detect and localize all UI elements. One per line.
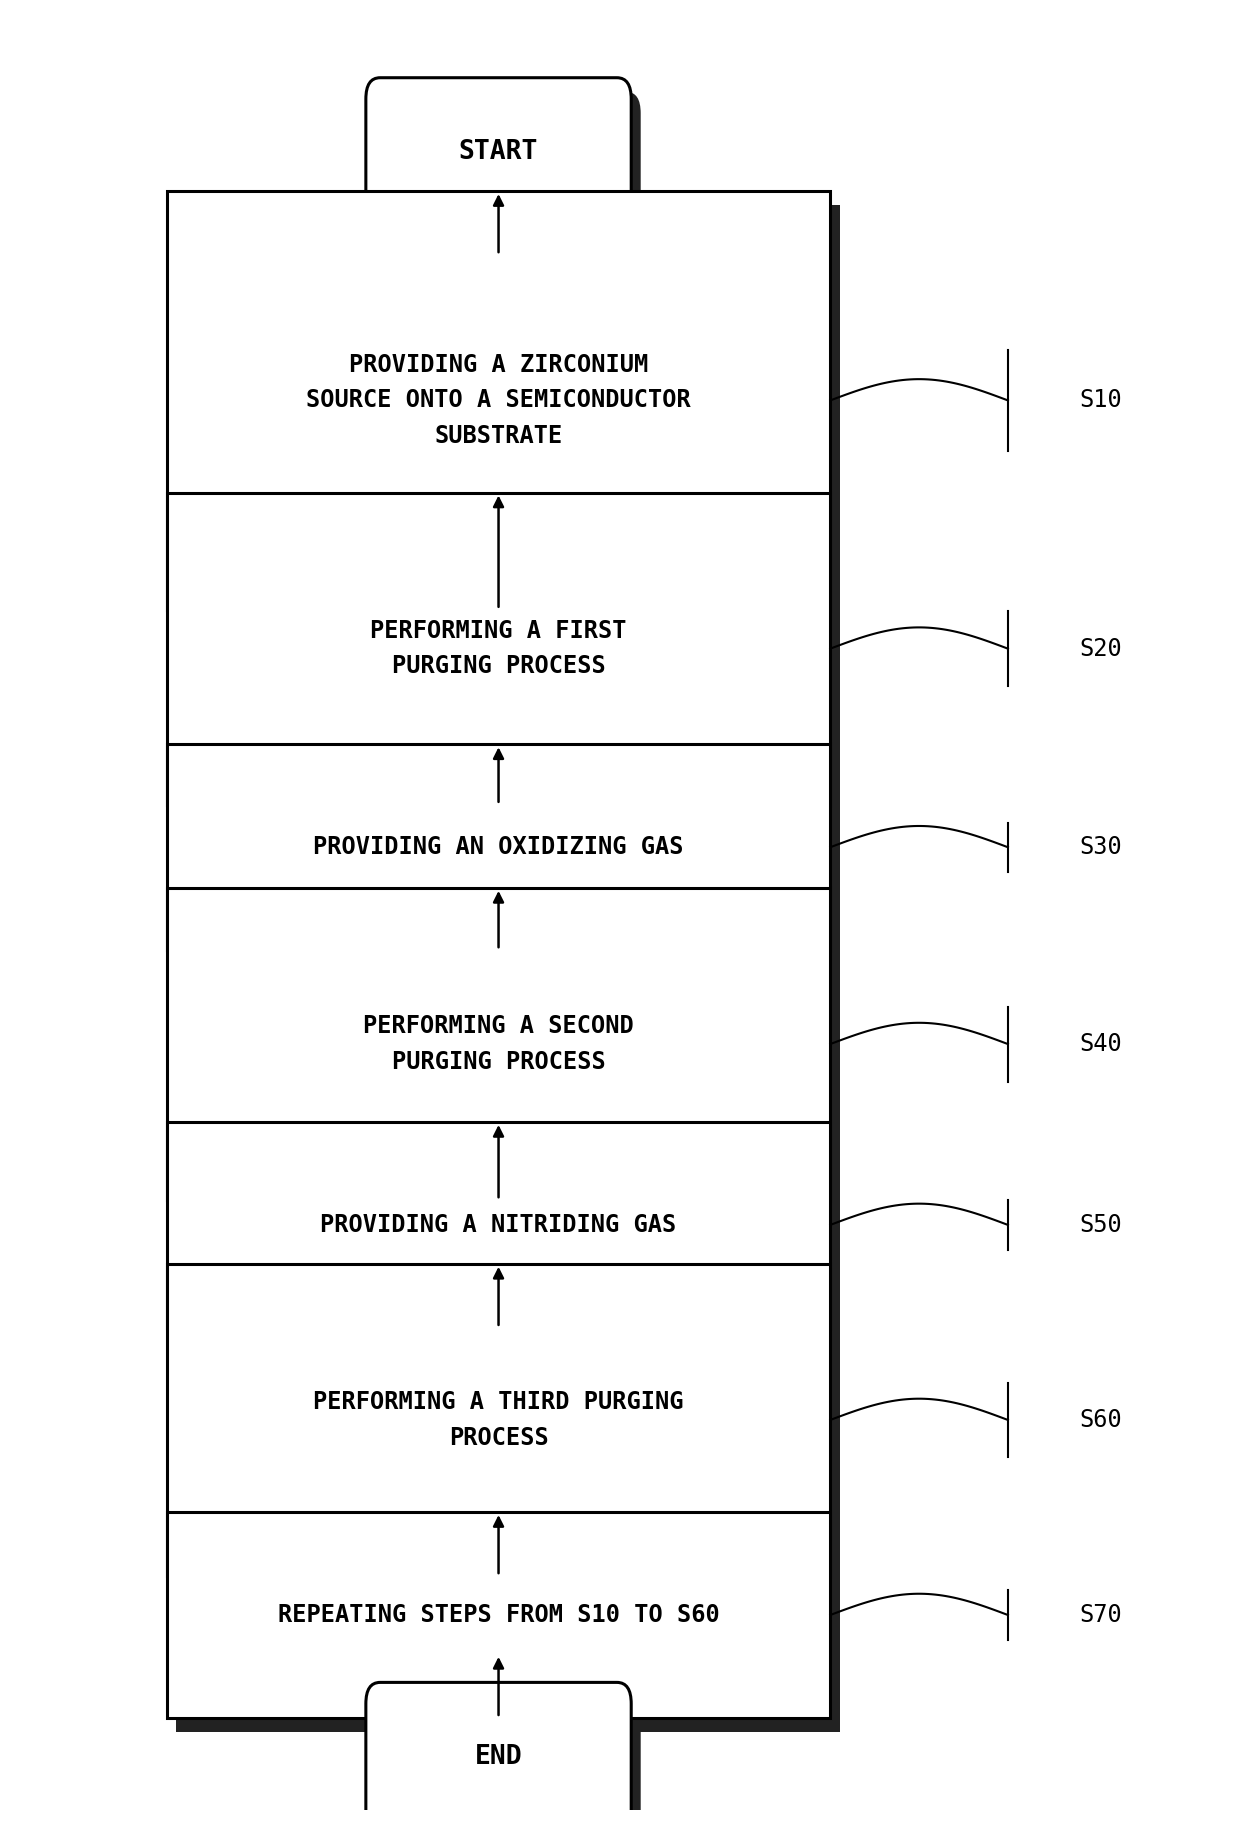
Text: S20: S20 — [1079, 637, 1122, 661]
Bar — [176, 506, 839, 818]
Text: S10: S10 — [1079, 388, 1122, 412]
Text: S30: S30 — [1079, 835, 1122, 859]
Text: S60: S60 — [1079, 1407, 1122, 1431]
FancyBboxPatch shape — [365, 1683, 632, 1832]
Text: START: START — [459, 139, 538, 164]
Text: PERFORMING A SECOND
PURGING PROCESS: PERFORMING A SECOND PURGING PROCESS — [363, 1014, 634, 1073]
FancyBboxPatch shape — [375, 1697, 640, 1845]
Bar — [167, 888, 830, 1201]
Text: S40: S40 — [1079, 1032, 1122, 1056]
Text: PROVIDING A NITRIDING GAS: PROVIDING A NITRIDING GAS — [321, 1213, 676, 1237]
Text: REPEATING STEPS FROM S10 TO S60: REPEATING STEPS FROM S10 TO S60 — [278, 1603, 719, 1627]
Bar — [167, 744, 830, 949]
Bar — [167, 192, 830, 610]
Bar — [176, 1278, 839, 1590]
Bar — [167, 1263, 830, 1575]
Text: PERFORMING A THIRD PURGING
PROCESS: PERFORMING A THIRD PURGING PROCESS — [313, 1391, 684, 1450]
Bar — [167, 1513, 830, 1718]
FancyBboxPatch shape — [365, 78, 632, 227]
Bar — [176, 901, 839, 1213]
FancyBboxPatch shape — [375, 92, 640, 240]
Text: PROVIDING A ZIRCONIUM
SOURCE ONTO A SEMICONDUCTOR
SUBSTRATE: PROVIDING A ZIRCONIUM SOURCE ONTO A SEMI… — [306, 353, 691, 447]
Text: S50: S50 — [1079, 1213, 1122, 1237]
Text: PERFORMING A FIRST
PURGING PROCESS: PERFORMING A FIRST PURGING PROCESS — [370, 619, 627, 678]
Bar — [176, 759, 839, 964]
Text: END: END — [475, 1744, 522, 1769]
Bar — [176, 205, 839, 624]
Bar — [167, 493, 830, 805]
Bar — [167, 1123, 830, 1328]
Bar — [176, 1526, 839, 1732]
Bar — [176, 1136, 839, 1343]
Text: PROVIDING AN OXIDIZING GAS: PROVIDING AN OXIDIZING GAS — [313, 835, 684, 859]
Text: S70: S70 — [1079, 1603, 1122, 1627]
